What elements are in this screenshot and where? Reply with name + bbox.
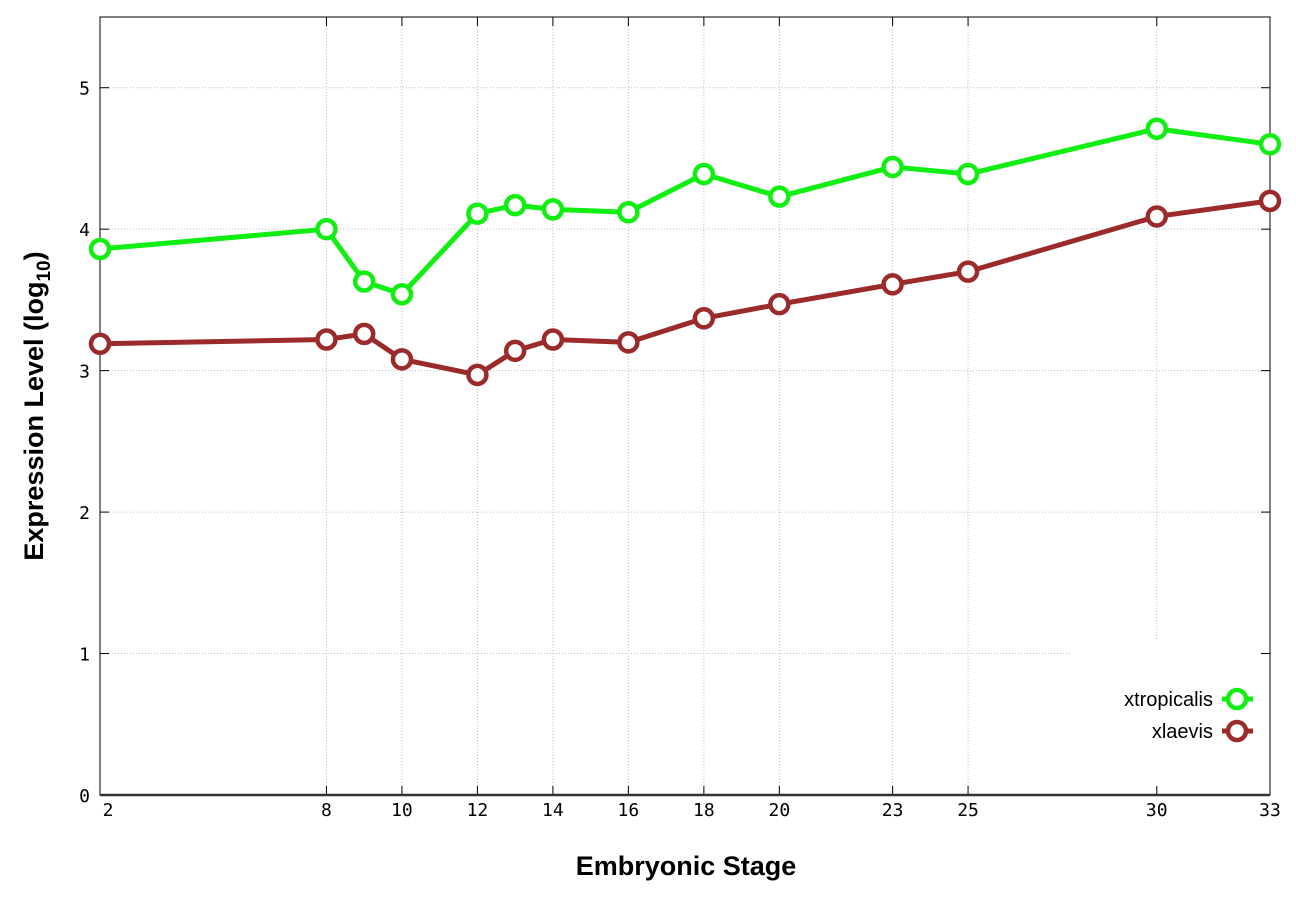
legend-label-xlaevis: xlaevis — [1152, 721, 1213, 743]
legend-marker-xlaevis — [1225, 719, 1249, 743]
data-point-xlaevis — [617, 331, 640, 354]
y-axis-label: Expression Level (log10) — [19, 251, 55, 560]
data-point-xtropicalis — [1258, 133, 1282, 156]
series-line-xlaevis — [99, 198, 1271, 378]
x-tick-label: 23 — [882, 800, 904, 821]
y-tick-label: 5 — [79, 79, 90, 100]
x-tick-label: 25 — [957, 800, 979, 821]
data-point-xlaevis — [1145, 205, 1169, 228]
y-tick-label: 0 — [79, 786, 90, 807]
y-tick-label: 2 — [79, 503, 90, 524]
y-tick-label: 3 — [79, 362, 90, 383]
legend-marker-xtropicalis — [1225, 687, 1249, 711]
data-point-xlaevis — [466, 363, 489, 387]
data-point-xlaevis — [315, 328, 338, 351]
x-tick-label: 12 — [467, 800, 489, 821]
data-point-xlaevis — [88, 332, 112, 356]
x-tick-label: 33 — [1259, 800, 1281, 821]
data-point-xtropicalis — [503, 193, 527, 217]
legend-label-xtropicalis: xtropicalis — [1124, 689, 1213, 711]
data-point-xlaevis — [768, 292, 791, 316]
data-point-xtropicalis — [692, 162, 716, 186]
y-tick-label: 1 — [79, 645, 90, 666]
data-point-xtropicalis — [768, 185, 791, 208]
legend: xtropicalis xlaevis — [1124, 687, 1253, 743]
x-axis-label: Embryonic Stage — [576, 851, 797, 881]
x-tick-label: 16 — [618, 800, 640, 821]
x-tick-label: 18 — [693, 800, 715, 821]
data-point-xtropicalis — [541, 198, 565, 221]
data-point-xtropicalis — [1145, 117, 1169, 140]
data-point-xtropicalis — [881, 155, 904, 179]
data-point-xlaevis — [692, 307, 716, 330]
data-point-xtropicalis — [88, 237, 112, 261]
plot-frame — [99, 16, 1271, 796]
y-tick-label: 4 — [79, 220, 90, 241]
data-point-xtropicalis — [352, 270, 376, 293]
data-point-xtropicalis — [617, 200, 640, 224]
x-tick-label: 14 — [542, 800, 564, 821]
data-point-xtropicalis — [466, 202, 489, 225]
data-point-xtropicalis — [956, 162, 980, 186]
data-point-xlaevis — [390, 348, 414, 371]
grid — [100, 17, 1270, 795]
x-tick-label: 8 — [321, 800, 332, 821]
data-point-xtropicalis — [315, 217, 338, 241]
x-tick-label: 30 — [1146, 800, 1168, 821]
data-point-xlaevis — [352, 322, 376, 346]
data-point-xtropicalis — [390, 283, 414, 306]
data-point-xlaevis — [1258, 189, 1282, 213]
series-layer — [88, 117, 1282, 387]
x-tick-label: 2 — [103, 800, 114, 821]
data-point-xlaevis — [541, 328, 565, 351]
series-line-xtropicalis — [99, 126, 1271, 297]
data-point-xlaevis — [503, 339, 527, 363]
data-point-xlaevis — [881, 273, 904, 296]
data-point-xlaevis — [956, 260, 980, 283]
x-tick-label: 10 — [391, 800, 413, 821]
x-tick-label: 20 — [769, 800, 791, 821]
